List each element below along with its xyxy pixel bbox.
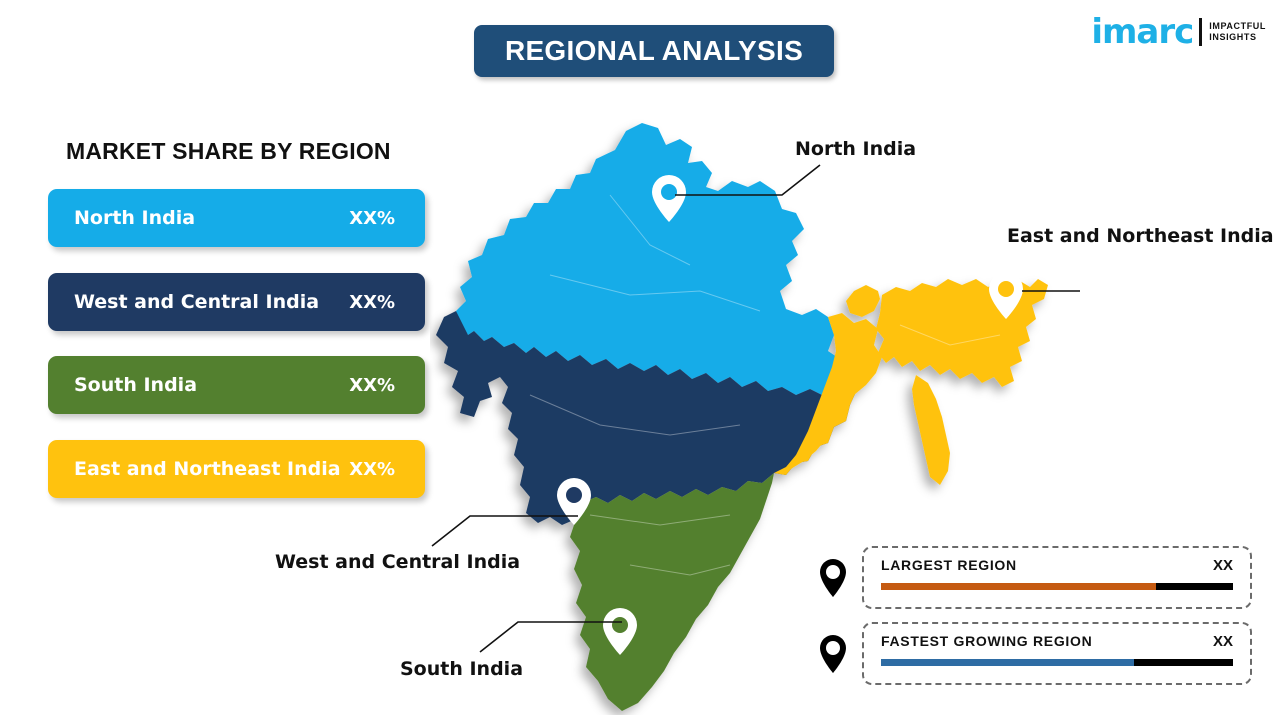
- map-region-west-and-central-india[interactable]: [436, 311, 860, 525]
- stat-progress-track: [881, 583, 1233, 590]
- logo-tagline-line1: IMPACTFUL: [1209, 20, 1266, 31]
- legend-item-value: XX%: [349, 374, 395, 396]
- legend-title: MARKET SHARE BY REGION: [66, 138, 391, 164]
- logo-divider: [1199, 18, 1203, 46]
- callout-label-south-india: South India: [400, 658, 524, 680]
- stat-box: LARGEST REGION XX: [862, 546, 1252, 609]
- map-region-northeast-india[interactable]: [876, 279, 1048, 387]
- legend-item-south-india[interactable]: South India XX%: [48, 356, 425, 414]
- stat-progress-fill: [881, 659, 1135, 666]
- stat-largest-region[interactable]: LARGEST REGION XX: [818, 546, 1252, 609]
- page-title: REGIONAL ANALYSIS: [504, 35, 804, 66]
- legend-item-west-and-central-india[interactable]: West and Central India XX%: [48, 273, 425, 331]
- logo-tagline: IMPACTFUL INSIGHTS: [1209, 21, 1266, 44]
- stat-title: LARGEST REGION: [881, 557, 1017, 573]
- map-region-east-india-2[interactable]: [782, 313, 882, 475]
- legend-item-north-india[interactable]: North India XX%: [48, 189, 425, 247]
- legend-item-east-and-northeast-india[interactable]: East and Northeast India XX%: [48, 440, 425, 498]
- legend-item-label: East and Northeast India: [74, 458, 341, 480]
- map-pin-icon: [820, 634, 846, 673]
- stat-value: XX: [1212, 633, 1233, 650]
- callout-label-east-and-northeast-india: East and Northeast India: [1007, 225, 1274, 247]
- stat-title: FASTEST GROWING REGION: [881, 633, 1093, 649]
- map-pin-west-and-central-india[interactable]: [557, 478, 591, 525]
- imarc-logo: imarc IMPACTFUL INSIGHTS: [1091, 12, 1266, 52]
- stat-box: FASTEST GROWING REGION XX: [862, 622, 1252, 685]
- legend-item-value: XX%: [349, 207, 395, 229]
- stat-value: XX: [1212, 557, 1233, 574]
- map-region-northeast-india-3[interactable]: [846, 285, 880, 317]
- map-state-borders: [529, 194, 1001, 576]
- stat-header: LARGEST REGION XX: [881, 557, 1233, 574]
- india-regional-map: [430, 95, 1080, 715]
- map-region-south-india[interactable]: [570, 473, 774, 711]
- map-region-northeast-india-2[interactable]: [912, 375, 950, 485]
- callout-label-west-and-central-india: West and Central India: [275, 551, 521, 573]
- stat-fastest-growing-region[interactable]: FASTEST GROWING REGION XX: [818, 622, 1252, 685]
- map-pin-icon: [820, 558, 846, 597]
- legend-item-label: North India: [74, 207, 196, 229]
- legend-item-value: XX%: [349, 458, 395, 480]
- page-title-banner: REGIONAL ANALYSIS: [474, 25, 834, 77]
- logo-wordmark: imarc: [1091, 12, 1194, 52]
- stat-progress-track: [881, 659, 1233, 666]
- legend-item-label: West and Central India: [74, 291, 320, 313]
- legend-item-label: South India: [74, 374, 198, 396]
- stat-header: FASTEST GROWING REGION XX: [881, 633, 1233, 650]
- logo-tagline-line2: INSIGHTS: [1209, 32, 1257, 42]
- legend-item-value: XX%: [349, 291, 395, 313]
- map-pin-east-and-northeast-india[interactable]: [989, 272, 1023, 319]
- callout-label-north-india: North India: [795, 138, 917, 160]
- stat-progress-fill: [881, 583, 1156, 590]
